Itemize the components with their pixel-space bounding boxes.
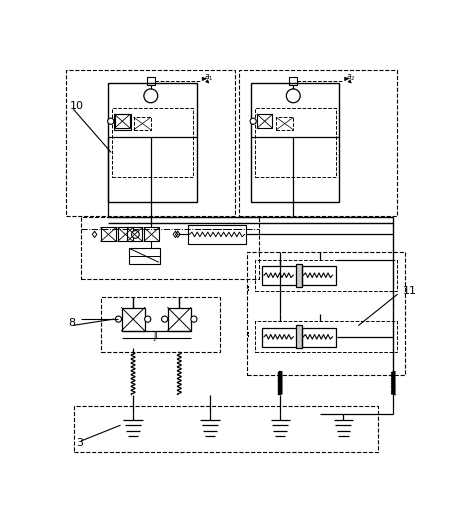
Bar	[129, 248, 160, 263]
Circle shape	[115, 316, 121, 322]
Bar	[240, 70, 397, 216]
Text: $a_1$: $a_1$	[204, 72, 213, 83]
Bar	[66, 70, 235, 216]
Text: 10: 10	[70, 101, 84, 111]
Bar	[114, 114, 130, 128]
Bar	[255, 322, 397, 352]
Bar	[276, 117, 293, 130]
Circle shape	[191, 316, 197, 322]
Text: 3: 3	[76, 438, 83, 448]
Bar	[127, 227, 142, 241]
Bar	[302, 327, 336, 347]
Circle shape	[286, 89, 300, 103]
Bar	[295, 263, 302, 287]
Circle shape	[145, 316, 151, 322]
Text: 11: 11	[403, 286, 417, 296]
Bar	[147, 77, 155, 85]
Circle shape	[131, 231, 139, 238]
Text: JL: JL	[153, 332, 159, 341]
Circle shape	[250, 118, 256, 124]
Bar	[121, 307, 145, 331]
Bar	[302, 266, 336, 285]
Bar	[257, 114, 273, 128]
Bar	[255, 108, 336, 177]
Bar	[295, 325, 302, 349]
Circle shape	[144, 89, 158, 103]
Circle shape	[162, 316, 168, 322]
Bar	[262, 266, 297, 285]
Text: $a_2$: $a_2$	[346, 72, 356, 83]
Circle shape	[108, 118, 114, 124]
Bar	[251, 83, 339, 202]
Bar	[188, 225, 245, 244]
Bar	[168, 307, 191, 331]
Bar	[114, 114, 131, 131]
Bar	[82, 217, 259, 279]
Bar	[101, 227, 116, 241]
Text: 8: 8	[68, 318, 76, 328]
Bar	[114, 114, 131, 131]
Bar	[255, 260, 397, 290]
Bar	[112, 108, 193, 177]
Bar	[262, 327, 297, 347]
Bar	[134, 117, 151, 130]
Bar	[144, 227, 159, 241]
Bar	[118, 227, 133, 241]
Bar	[101, 297, 220, 352]
Bar	[74, 406, 378, 452]
Bar	[289, 77, 297, 85]
Bar	[247, 252, 405, 376]
Bar	[109, 83, 197, 202]
